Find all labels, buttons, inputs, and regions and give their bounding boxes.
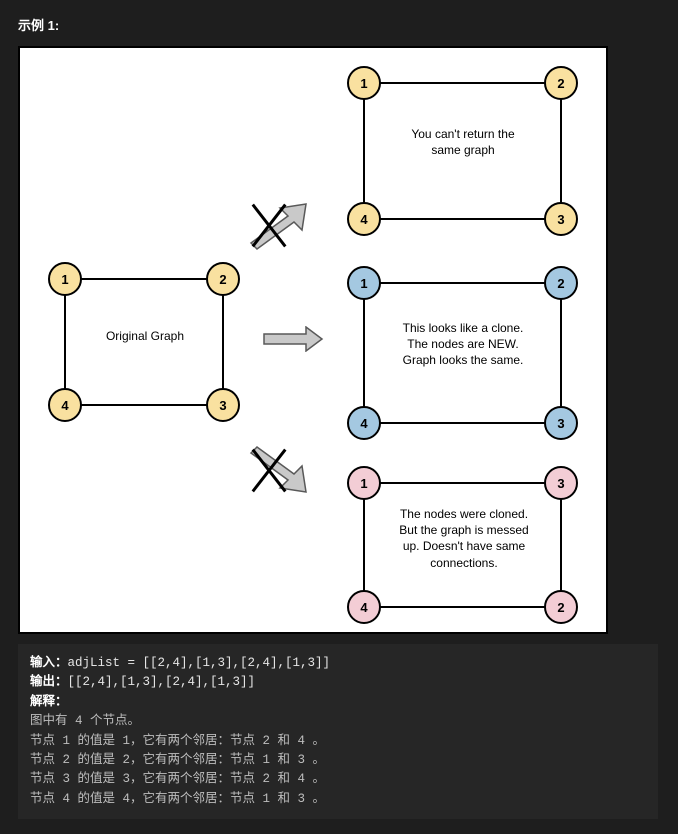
graph-edge: [222, 279, 224, 405]
graph-node: 3: [544, 466, 578, 500]
output-label: 输出：: [30, 675, 68, 689]
graph-node: 4: [48, 388, 82, 422]
graph-caption: You can't return the same graph: [398, 126, 528, 158]
graph-node: 4: [347, 590, 381, 624]
graph-node: 4: [347, 202, 381, 236]
input-line: 输入：adjList = [[2,4],[1,3],[2,4],[1,3]]: [30, 654, 646, 673]
explain-line: 节点 4 的值是 4，它有两个邻居：节点 1 和 3 。: [30, 790, 646, 809]
graph-edge: [560, 283, 562, 423]
graph-edge: [64, 279, 66, 405]
graph-node: 4: [347, 406, 381, 440]
explain-line: 节点 3 的值是 3，它有两个邻居：节点 2 和 4 。: [30, 770, 646, 789]
graph-node: 1: [347, 466, 381, 500]
explain-block: 图中有 4 个节点。节点 1 的值是 1，它有两个邻居：节点 2 和 4 。节点…: [30, 712, 646, 809]
graph-node: 2: [544, 266, 578, 300]
crossed-arrow-icon: [245, 198, 310, 253]
diagram-panel: 1 2 4 3 Original Graph 1 2 4 3 You can't return t…: [18, 46, 608, 634]
graph-edge: [363, 283, 365, 423]
graph-caption: This looks like a clone. The nodes are N…: [392, 320, 534, 369]
arrow-icon: [262, 326, 324, 352]
graph-node: 2: [206, 262, 240, 296]
crossed-arrow-icon: [245, 443, 310, 498]
graph-edge: [560, 83, 562, 219]
example-heading: 示例 1:: [18, 15, 660, 34]
graph-node: 3: [544, 406, 578, 440]
output-value: [[2,4],[1,3],[2,4],[1,3]]: [68, 675, 256, 689]
graph-edge: [363, 83, 365, 219]
graph-node: 1: [48, 262, 82, 296]
explain-label: 解释：: [30, 695, 68, 709]
explain-line: 节点 2 的值是 2，它有两个邻居：节点 1 和 3 。: [30, 751, 646, 770]
graph-caption: The nodes were cloned. But the graph is …: [390, 506, 538, 571]
graph-edge: [65, 278, 223, 280]
graph-node: 1: [347, 66, 381, 100]
graph-node: 3: [544, 202, 578, 236]
graph-edge: [364, 482, 561, 484]
input-value: adjList = [[2,4],[1,3],[2,4],[1,3]]: [68, 656, 331, 670]
graph-edge: [364, 282, 561, 284]
graph-edge: [65, 404, 223, 406]
graph-edge: [364, 218, 561, 220]
graph-edge: [364, 422, 561, 424]
graph-node: 3: [206, 388, 240, 422]
explain-line: 节点 1 的值是 1，它有两个邻居：节点 2 和 4 。: [30, 732, 646, 751]
graph-node: 2: [544, 590, 578, 624]
graph-edge: [560, 483, 562, 607]
explain-line: 图中有 4 个节点。: [30, 712, 646, 731]
input-label: 输入：: [30, 656, 68, 670]
graph-node: 2: [544, 66, 578, 100]
code-panel: 输入：adjList = [[2,4],[1,3],[2,4],[1,3]] 输…: [18, 644, 658, 819]
graph-caption: Original Graph: [100, 328, 190, 344]
graph-edge: [364, 82, 561, 84]
explain-label-line: 解释：: [30, 693, 646, 712]
graph-edge: [363, 483, 365, 607]
graph-node: 1: [347, 266, 381, 300]
graph-edge: [364, 606, 561, 608]
output-line: 输出：[[2,4],[1,3],[2,4],[1,3]]: [30, 673, 646, 692]
